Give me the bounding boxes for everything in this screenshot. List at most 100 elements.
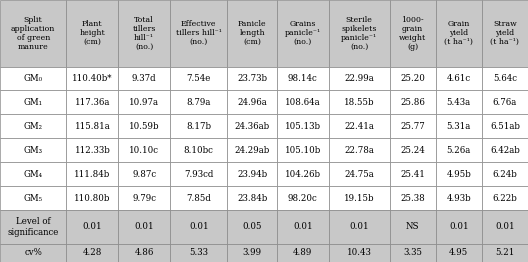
Bar xyxy=(390,162,436,186)
Text: 4.95b: 4.95b xyxy=(446,170,471,179)
Text: 23.73b: 23.73b xyxy=(237,74,267,83)
Text: 25.24: 25.24 xyxy=(400,146,425,155)
Text: 25.38: 25.38 xyxy=(400,194,425,203)
Text: 18.55b: 18.55b xyxy=(344,98,374,107)
Text: 0.01: 0.01 xyxy=(350,222,369,232)
Bar xyxy=(329,90,390,114)
Bar xyxy=(228,210,277,244)
Bar xyxy=(118,138,170,162)
Bar xyxy=(0,244,67,262)
Text: 9.79c: 9.79c xyxy=(132,194,156,203)
Text: 4.28: 4.28 xyxy=(82,248,102,258)
Text: 19.15b: 19.15b xyxy=(344,194,374,203)
Bar xyxy=(118,67,170,90)
Text: 9.37d: 9.37d xyxy=(132,74,156,83)
Bar xyxy=(482,244,528,262)
Text: 0.01: 0.01 xyxy=(189,222,209,232)
Text: 117.36a: 117.36a xyxy=(74,98,110,107)
Text: 108.64a: 108.64a xyxy=(285,98,320,107)
Bar xyxy=(170,114,228,138)
Bar xyxy=(118,90,170,114)
Text: 0.01: 0.01 xyxy=(134,222,154,232)
Text: 5.43a: 5.43a xyxy=(447,98,471,107)
Bar xyxy=(482,67,528,90)
Text: 22.78a: 22.78a xyxy=(344,146,374,155)
Text: 10.59b: 10.59b xyxy=(129,122,159,131)
Bar xyxy=(170,90,228,114)
Bar xyxy=(482,90,528,114)
Bar xyxy=(170,67,228,90)
Text: 24.36ab: 24.36ab xyxy=(234,122,270,131)
Text: Grains
panicle⁻¹
(no.): Grains panicle⁻¹ (no.) xyxy=(285,20,321,46)
Bar xyxy=(329,210,390,244)
Bar xyxy=(277,138,329,162)
Bar xyxy=(0,138,67,162)
Text: 6.42ab: 6.42ab xyxy=(490,146,520,155)
Bar xyxy=(170,186,228,210)
Bar xyxy=(329,162,390,186)
Bar xyxy=(390,114,436,138)
Text: 7.85d: 7.85d xyxy=(186,194,211,203)
Text: 3.99: 3.99 xyxy=(243,248,262,258)
Bar xyxy=(390,210,436,244)
Bar xyxy=(436,67,482,90)
Text: 10.10c: 10.10c xyxy=(129,146,159,155)
Text: 7.93cd: 7.93cd xyxy=(184,170,213,179)
Bar xyxy=(277,67,329,90)
Text: 98.20c: 98.20c xyxy=(288,194,318,203)
Bar xyxy=(277,244,329,262)
Bar xyxy=(436,138,482,162)
Text: 24.96a: 24.96a xyxy=(237,98,267,107)
Bar xyxy=(482,162,528,186)
Text: 6.24b: 6.24b xyxy=(493,170,517,179)
Bar xyxy=(329,244,390,262)
Bar xyxy=(390,138,436,162)
Bar xyxy=(329,0,390,67)
Text: 0.01: 0.01 xyxy=(293,222,313,232)
Bar xyxy=(482,186,528,210)
Bar xyxy=(67,244,118,262)
Text: GM₅: GM₅ xyxy=(24,194,43,203)
Bar xyxy=(482,210,528,244)
Text: GM₃: GM₃ xyxy=(24,146,43,155)
Bar xyxy=(118,244,170,262)
Text: 9.87c: 9.87c xyxy=(132,170,156,179)
Text: 25.41: 25.41 xyxy=(400,170,425,179)
Text: 110.80b: 110.80b xyxy=(74,194,110,203)
Bar xyxy=(329,186,390,210)
Text: 3.35: 3.35 xyxy=(403,248,422,258)
Text: 10.43: 10.43 xyxy=(347,248,372,258)
Text: 25.77: 25.77 xyxy=(400,122,425,131)
Bar xyxy=(329,114,390,138)
Bar xyxy=(436,114,482,138)
Text: 8.79a: 8.79a xyxy=(186,98,211,107)
Bar xyxy=(170,0,228,67)
Bar xyxy=(0,210,67,244)
Text: 23.94b: 23.94b xyxy=(237,170,267,179)
Text: 23.84b: 23.84b xyxy=(237,194,267,203)
Bar xyxy=(277,0,329,67)
Text: 24.75a: 24.75a xyxy=(344,170,374,179)
Text: Grain
yield
(t ha⁻¹): Grain yield (t ha⁻¹) xyxy=(445,20,473,46)
Text: cv%: cv% xyxy=(24,248,42,258)
Text: 5.31a: 5.31a xyxy=(447,122,471,131)
Text: Split
application
of green
manure: Split application of green manure xyxy=(11,16,55,51)
Text: 105.13b: 105.13b xyxy=(285,122,321,131)
Text: 0.01: 0.01 xyxy=(82,222,102,232)
Text: 5.26a: 5.26a xyxy=(447,146,471,155)
Bar xyxy=(170,138,228,162)
Text: 115.81a: 115.81a xyxy=(74,122,110,131)
Bar xyxy=(228,90,277,114)
Bar xyxy=(277,114,329,138)
Text: 8.17b: 8.17b xyxy=(186,122,211,131)
Text: 112.33b: 112.33b xyxy=(74,146,110,155)
Bar xyxy=(118,0,170,67)
Text: Total
tillers
hill⁻¹
(no.): Total tillers hill⁻¹ (no.) xyxy=(133,16,156,51)
Text: Plant
height
(cm): Plant height (cm) xyxy=(79,20,105,46)
Bar xyxy=(228,162,277,186)
Bar xyxy=(67,162,118,186)
Text: GM₄: GM₄ xyxy=(24,170,43,179)
Text: 98.14c: 98.14c xyxy=(288,74,318,83)
Bar xyxy=(436,210,482,244)
Bar xyxy=(482,0,528,67)
